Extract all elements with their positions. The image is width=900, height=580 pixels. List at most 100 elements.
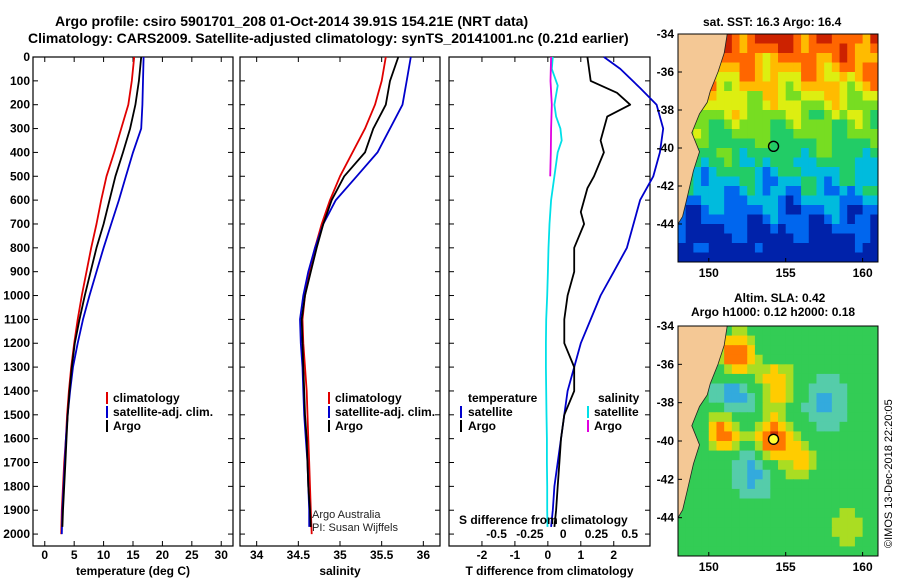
map-cell: [739, 243, 748, 254]
map-cell: [747, 119, 756, 130]
map-cell: [762, 72, 771, 83]
map-cell: [747, 138, 756, 149]
map-cell: [716, 214, 725, 225]
map-cell: [808, 498, 818, 509]
map-cell: [747, 53, 756, 64]
credit-line2: PI: Susan Wijffels: [312, 522, 398, 534]
map-cell: [824, 176, 833, 187]
map-cell: [801, 214, 810, 225]
map-cell: [778, 364, 787, 375]
map-cell: [701, 214, 710, 225]
map-cell: [724, 72, 733, 83]
map-cell: [793, 469, 802, 480]
map-cell: [824, 517, 833, 528]
map-cell: [847, 383, 856, 394]
map-cell: [801, 243, 810, 254]
map-cell: [831, 536, 841, 548]
map-cell: [731, 34, 741, 45]
map-cell: [785, 110, 794, 121]
map-cell: [801, 421, 810, 433]
map-cell: [870, 479, 878, 490]
map-cell: [816, 498, 825, 509]
map-cell: [839, 138, 848, 149]
legend-title-salinity: salinity: [598, 391, 640, 405]
map-cell: [816, 460, 825, 471]
map-cell: [801, 167, 810, 178]
map-cell: [731, 110, 741, 121]
map-cell: [754, 167, 764, 178]
map-cell: [793, 176, 802, 187]
map-cell: [678, 546, 687, 556]
map-cell: [816, 431, 825, 442]
map-cell: [739, 81, 748, 92]
map-cell: [785, 421, 794, 433]
map-cell: [778, 488, 787, 500]
map-cell: [824, 354, 833, 365]
map-cell: [847, 157, 856, 168]
map-cell: [801, 91, 810, 102]
map-cell: [847, 53, 856, 64]
map-cell: [739, 205, 748, 216]
map-cell: [724, 546, 733, 556]
map-cell: [824, 536, 833, 548]
map-cell: [785, 517, 794, 528]
map-cell: [854, 373, 864, 385]
map-cell: [739, 488, 748, 500]
y-tick-label: 1500: [3, 408, 30, 422]
map-cell: [693, 517, 702, 528]
map-cell: [839, 53, 848, 64]
map-cell: [870, 450, 878, 461]
header-line2: Climatology: CARS2009. Satellite-adjuste…: [28, 30, 629, 46]
map-cell: [708, 546, 718, 556]
map-cell: [824, 326, 833, 337]
map-cell: [839, 43, 848, 54]
map-cell: [808, 383, 818, 394]
map-cell: [770, 214, 779, 225]
map-cell: [708, 138, 718, 149]
map-x-tick-label: 150: [699, 266, 719, 280]
map-cell: [770, 441, 779, 452]
map-cell: [724, 527, 733, 538]
map-cell: [808, 81, 818, 92]
map-cell: [724, 460, 733, 471]
map-cell: [808, 393, 818, 404]
map-cell: [824, 167, 833, 178]
map-cell: [870, 129, 878, 140]
map-cell: [831, 508, 841, 519]
map-cell: [801, 224, 810, 235]
map-cell: [754, 34, 764, 45]
map-cell: [785, 148, 794, 159]
map-cell: [731, 373, 741, 385]
map-cell: [739, 53, 748, 64]
map-cell: [770, 421, 779, 433]
map-cell: [762, 167, 771, 178]
map-cell: [716, 148, 725, 159]
map-cell: [770, 43, 779, 54]
map-cell: [824, 450, 833, 461]
map-cell: [816, 224, 825, 235]
map-cell: [754, 393, 764, 404]
map-cell: [801, 402, 810, 413]
map-cell: [870, 383, 878, 394]
map-cell: [754, 536, 764, 548]
map-cell: [831, 176, 841, 187]
land-mass: [678, 326, 728, 519]
map-cell: [854, 326, 864, 337]
map-cell: [854, 224, 864, 235]
map-cell: [708, 91, 718, 102]
map-cell: [739, 129, 748, 140]
map-cell: [785, 479, 794, 490]
map-cell: [693, 167, 702, 178]
map-cell: [854, 252, 864, 262]
map-cell: [770, 354, 779, 365]
map-cell: [701, 460, 710, 471]
map-cell: [793, 460, 802, 471]
map-cell: [831, 91, 841, 102]
map-cell: [747, 498, 756, 509]
map-cell: [816, 441, 825, 452]
map-cell: [716, 233, 725, 244]
map-cell: [762, 345, 771, 356]
map-cell: [739, 119, 748, 130]
map-cell: [724, 498, 733, 509]
map-cell: [778, 91, 787, 102]
